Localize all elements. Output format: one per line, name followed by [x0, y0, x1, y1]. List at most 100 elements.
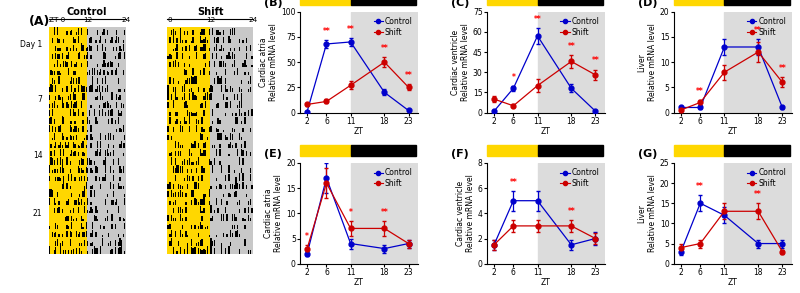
- Bar: [118, 183, 119, 189]
- Bar: [82, 27, 84, 35]
- Bar: [206, 237, 209, 246]
- Bar: [203, 197, 205, 205]
- Bar: [186, 132, 187, 140]
- Bar: [189, 84, 190, 92]
- Y-axis label: Cardiac atria
Relative mRNA level: Cardiac atria Relative mRNA level: [259, 23, 278, 101]
- Bar: [113, 229, 114, 237]
- Bar: [235, 197, 237, 205]
- Bar: [97, 237, 98, 246]
- Bar: [230, 148, 232, 156]
- Bar: [186, 165, 187, 173]
- Bar: [250, 229, 251, 237]
- Bar: [62, 221, 63, 229]
- Bar: [182, 156, 183, 165]
- Bar: [174, 156, 176, 165]
- Bar: [119, 189, 121, 197]
- Bar: [198, 124, 199, 132]
- Bar: [199, 181, 202, 189]
- Bar: [68, 226, 70, 229]
- Bar: [203, 67, 205, 75]
- Bar: [223, 124, 225, 132]
- Bar: [239, 108, 241, 116]
- Bar: [89, 45, 90, 51]
- Bar: [235, 116, 237, 124]
- Bar: [244, 189, 246, 197]
- Bar: [73, 43, 74, 51]
- Bar: [196, 182, 198, 189]
- Bar: [193, 140, 194, 148]
- Bar: [73, 37, 74, 43]
- Bar: [216, 198, 217, 205]
- Bar: [216, 213, 218, 221]
- Bar: [183, 156, 186, 165]
- Bar: [194, 165, 196, 173]
- Bar: [202, 197, 203, 205]
- Bar: [119, 173, 121, 181]
- Bar: [49, 118, 50, 124]
- Bar: [244, 148, 246, 156]
- Bar: [78, 246, 79, 254]
- Bar: [218, 165, 219, 173]
- Bar: [221, 59, 223, 67]
- Bar: [218, 173, 219, 181]
- Bar: [73, 165, 74, 173]
- Bar: [89, 70, 90, 75]
- Bar: [241, 168, 242, 173]
- Bar: [62, 100, 63, 108]
- Bar: [121, 132, 122, 140]
- Text: *: *: [306, 231, 309, 241]
- Bar: [105, 174, 106, 181]
- Bar: [218, 59, 219, 67]
- Bar: [225, 116, 226, 124]
- Bar: [216, 75, 218, 84]
- Bar: [203, 51, 205, 59]
- Bar: [89, 140, 90, 148]
- Bar: [119, 59, 121, 67]
- Bar: [119, 100, 121, 108]
- Bar: [119, 217, 121, 221]
- Bar: [110, 40, 111, 43]
- Bar: [178, 181, 180, 189]
- Bar: [180, 27, 182, 35]
- Bar: [119, 75, 121, 84]
- Bar: [203, 96, 205, 100]
- Bar: [203, 35, 205, 43]
- Bar: [251, 108, 253, 116]
- Bar: [87, 210, 89, 213]
- Bar: [122, 125, 124, 132]
- Bar: [223, 214, 224, 221]
- Bar: [49, 205, 50, 213]
- Bar: [57, 67, 58, 75]
- Bar: [234, 140, 235, 148]
- Bar: [246, 132, 248, 140]
- Bar: [118, 92, 119, 100]
- Bar: [55, 92, 57, 100]
- Bar: [205, 173, 206, 181]
- Bar: [119, 229, 121, 237]
- Bar: [92, 189, 94, 197]
- Bar: [95, 148, 97, 156]
- Bar: [244, 165, 246, 173]
- Bar: [232, 116, 234, 124]
- Bar: [100, 148, 102, 156]
- Bar: [73, 108, 74, 116]
- Bar: [223, 59, 225, 67]
- Bar: [70, 210, 71, 213]
- Bar: [241, 75, 242, 84]
- Bar: [82, 35, 84, 43]
- Bar: [110, 189, 111, 197]
- Bar: [82, 100, 84, 108]
- Bar: [70, 75, 71, 84]
- Bar: [118, 117, 119, 124]
- Bar: [174, 237, 176, 246]
- Bar: [230, 108, 232, 116]
- Bar: [86, 92, 87, 100]
- Bar: [84, 229, 86, 237]
- Bar: [49, 197, 50, 205]
- Bar: [171, 92, 173, 100]
- Bar: [121, 240, 122, 246]
- Bar: [219, 100, 221, 108]
- Bar: [76, 231, 78, 237]
- Bar: [79, 35, 81, 43]
- Bar: [244, 207, 246, 213]
